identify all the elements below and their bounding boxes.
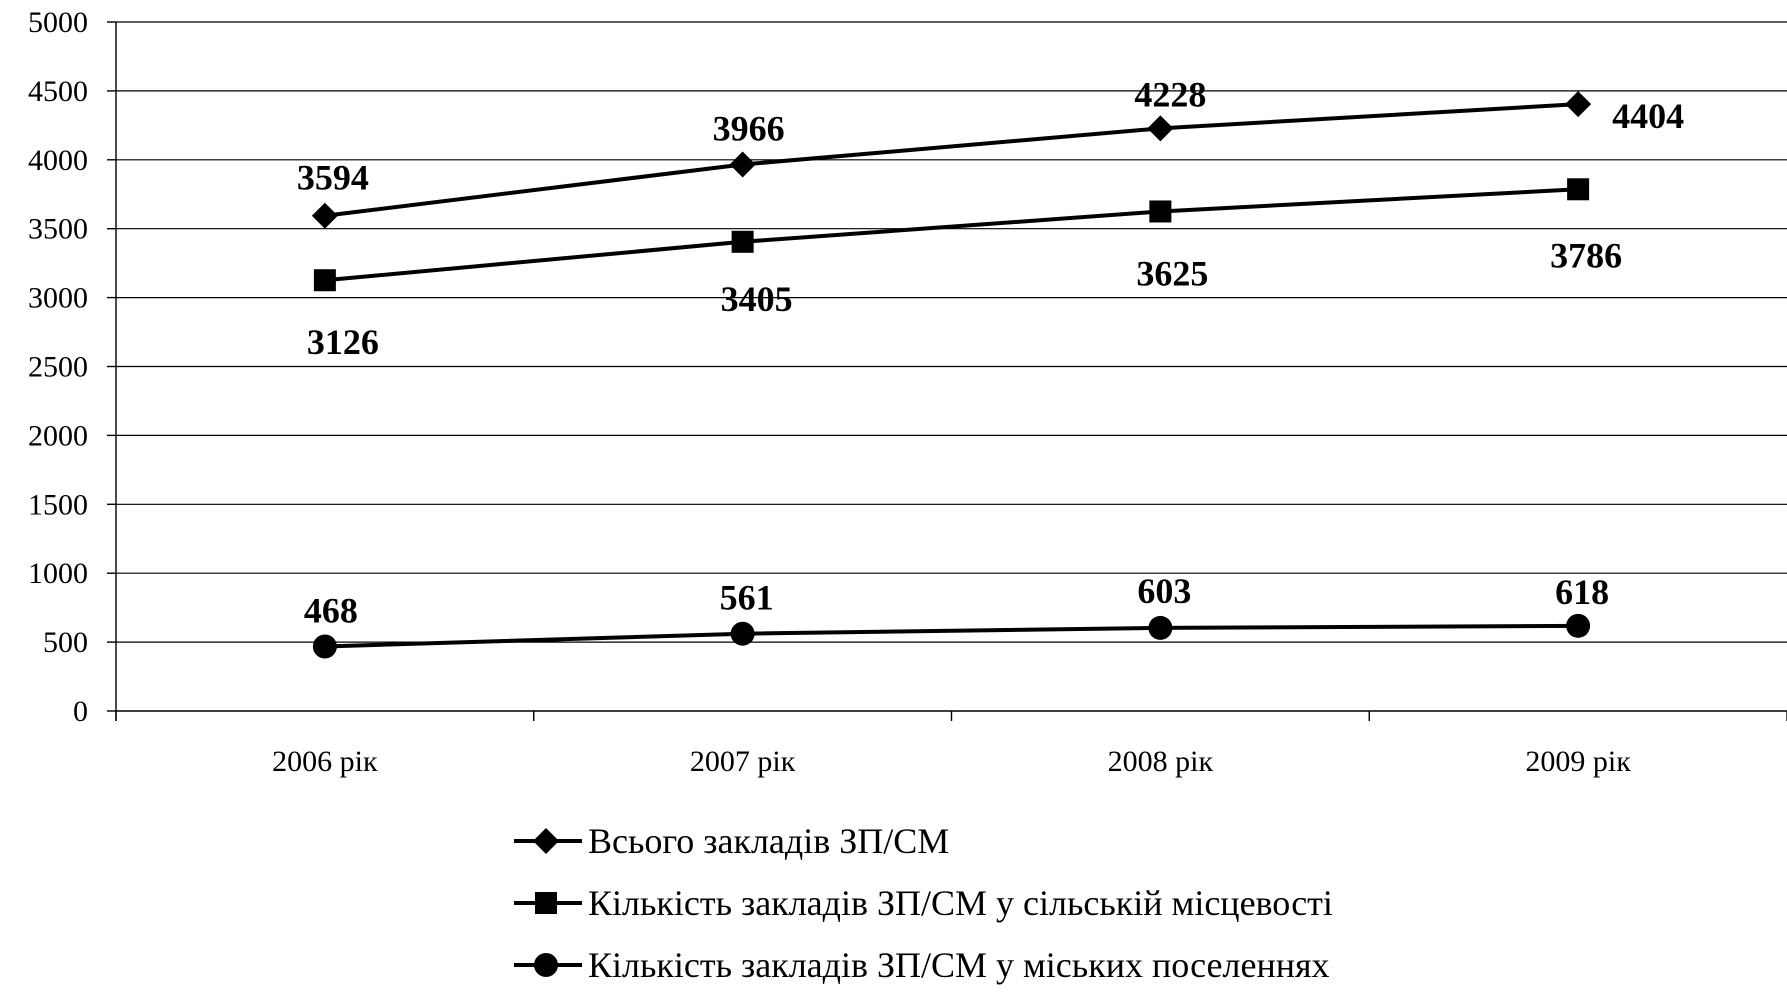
legend-key-square [514, 892, 582, 914]
data-label: 3625 [1136, 253, 1208, 293]
series [311, 91, 1592, 659]
data-label: 4228 [1134, 74, 1206, 114]
x-tick-label: 2006 рік [272, 745, 378, 778]
x-tick-label: 2009 рік [1525, 745, 1631, 778]
y-tick-label: 1000 [28, 557, 88, 590]
data-label: 603 [1137, 571, 1191, 611]
data-point-circle [1148, 615, 1173, 640]
y-tick-label: 2000 [28, 419, 88, 452]
x-tick-labels: 2006 рік 2007 рік 2008 рік 2009 рік [272, 745, 1631, 778]
series-line [324, 102, 1579, 218]
series-0 [311, 91, 1592, 229]
data-point-square [313, 269, 336, 292]
data-point-circle [312, 634, 337, 659]
y-tick-label: 4000 [28, 144, 88, 177]
gridlines [116, 21, 1787, 643]
legend-key-circle [514, 953, 582, 977]
data-label: 3126 [307, 322, 379, 362]
data-label: 3966 [713, 108, 785, 148]
data-point-diamond [1147, 115, 1174, 142]
data-point-square [731, 230, 754, 253]
data-point-square [1149, 200, 1172, 223]
y-tick-label: 3500 [28, 213, 88, 246]
data-point-diamond [1565, 91, 1592, 118]
series-line [324, 187, 1579, 283]
legend-item: Кількість закладів ЗП/СМ у міських посел… [512, 934, 1333, 996]
series-2 [312, 613, 1591, 659]
series-1 [313, 178, 1590, 292]
data-point-square [1567, 178, 1590, 201]
data-labels: 3594 3966 4228 4404 3126 3405 3625 3786 468 561 60… [297, 74, 1684, 630]
data-point-circle [730, 621, 755, 646]
y-tick-label: 3000 [28, 282, 88, 315]
y-tick-label: 5000 [28, 6, 88, 39]
legend-key-marker [534, 953, 558, 977]
x-tick-label: 2007 рік [690, 745, 796, 778]
data-label: 618 [1555, 572, 1609, 612]
axes [107, 21, 1787, 721]
y-tick-label: 2500 [28, 351, 88, 384]
data-point-diamond [729, 151, 756, 178]
y-tick-label: 0 [73, 695, 88, 728]
data-label: 3594 [297, 158, 369, 198]
data-label: 3786 [1550, 235, 1622, 275]
legend-label: Всього закладів ЗП/СМ [588, 821, 950, 861]
data-label: 561 [720, 578, 774, 618]
y-tick-label: 4500 [28, 75, 88, 108]
y-tick-label: 1500 [28, 488, 88, 521]
y-tick-label: 500 [43, 626, 88, 659]
series-line [324, 623, 1579, 649]
data-label: 3405 [721, 279, 793, 319]
legend: Всього закладів ЗП/СМ Кількість закладів … [512, 810, 1333, 996]
legend-key-diamond [514, 828, 582, 854]
y-tick-labels: 0 500 1000 1500 2000 2500 3000 3500 4000 4500 5000 [28, 6, 88, 728]
legend-label: Кількість закладів ЗП/СМ у сільській міс… [588, 883, 1333, 923]
legend-key-marker [533, 828, 559, 854]
data-label: 468 [304, 591, 358, 631]
legend-item: Всього закладів ЗП/СМ [512, 810, 1333, 872]
legend-label: Кількість закладів ЗП/СМ у міських посел… [588, 945, 1330, 985]
data-point-diamond [311, 202, 338, 229]
data-point-circle [1566, 613, 1591, 638]
x-tick-label: 2008 рік [1108, 745, 1214, 778]
data-label: 4404 [1612, 96, 1684, 136]
legend-key-marker [535, 892, 557, 914]
legend-item: Кількість закладів ЗП/СМ у сільській міс… [512, 872, 1333, 934]
